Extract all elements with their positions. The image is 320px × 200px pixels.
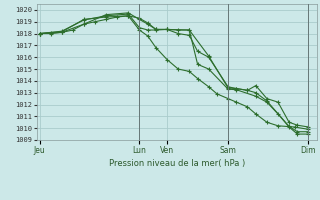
X-axis label: Pression niveau de la mer( hPa ): Pression niveau de la mer( hPa ) <box>109 159 245 168</box>
